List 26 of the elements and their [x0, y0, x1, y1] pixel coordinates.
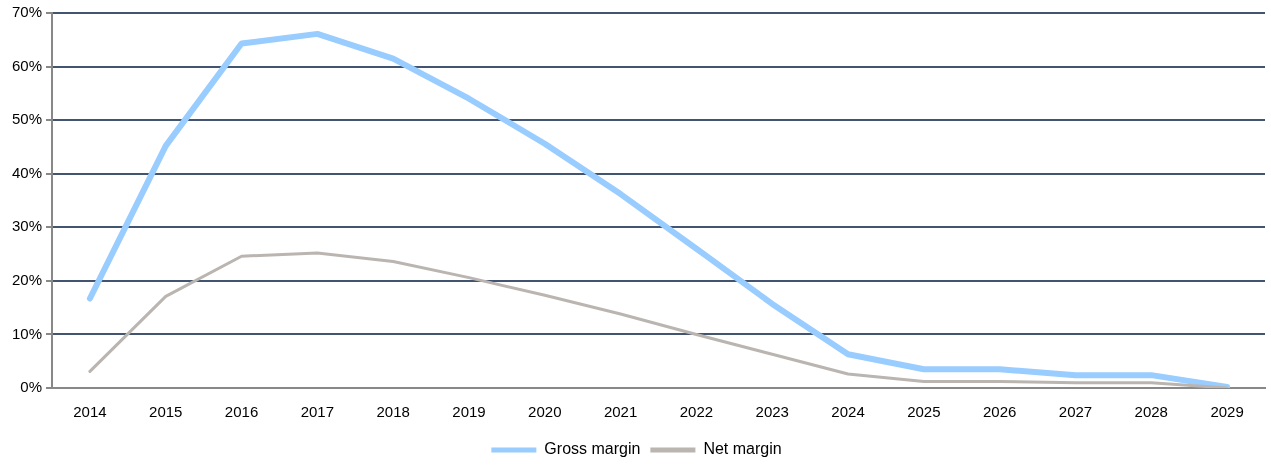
y-tick-label: 60% [11, 56, 43, 74]
x-tick-label: 2017 [300, 403, 335, 421]
y-tick-label: 40% [11, 163, 43, 181]
legend-label: Gross margin [544, 440, 641, 458]
x-tick-label: 2019 [452, 403, 486, 421]
x-tick-label: 2022 [679, 403, 714, 421]
y-tick-label: 70% [11, 3, 43, 21]
x-tick-label: 2026 [982, 403, 1017, 421]
x-tick-label: 2020 [528, 403, 562, 421]
x-tick-label: 2014 [73, 403, 107, 421]
x-tick-label: 2029 [1210, 403, 1244, 421]
y-tick-label: 10% [11, 324, 43, 342]
x-tick-label: 2016 [224, 403, 259, 421]
x-tick-label: 2021 [603, 403, 638, 421]
x-tick-label: 2025 [907, 403, 941, 421]
y-tick-label: 50% [11, 110, 43, 128]
x-tick-label: 2028 [1134, 403, 1168, 421]
x-tick-label: 2015 [149, 403, 183, 421]
legend-label: Net margin [703, 440, 782, 458]
x-tick-label: 2024 [831, 403, 865, 421]
x-tick-label: 2023 [755, 403, 789, 421]
x-tick-label: 2027 [1058, 403, 1093, 421]
y-tick-label: 30% [11, 217, 43, 235]
x-tick-label: 2018 [376, 403, 410, 421]
y-tick-label: 20% [11, 271, 43, 288]
y-tick-label: 0% [20, 378, 43, 396]
